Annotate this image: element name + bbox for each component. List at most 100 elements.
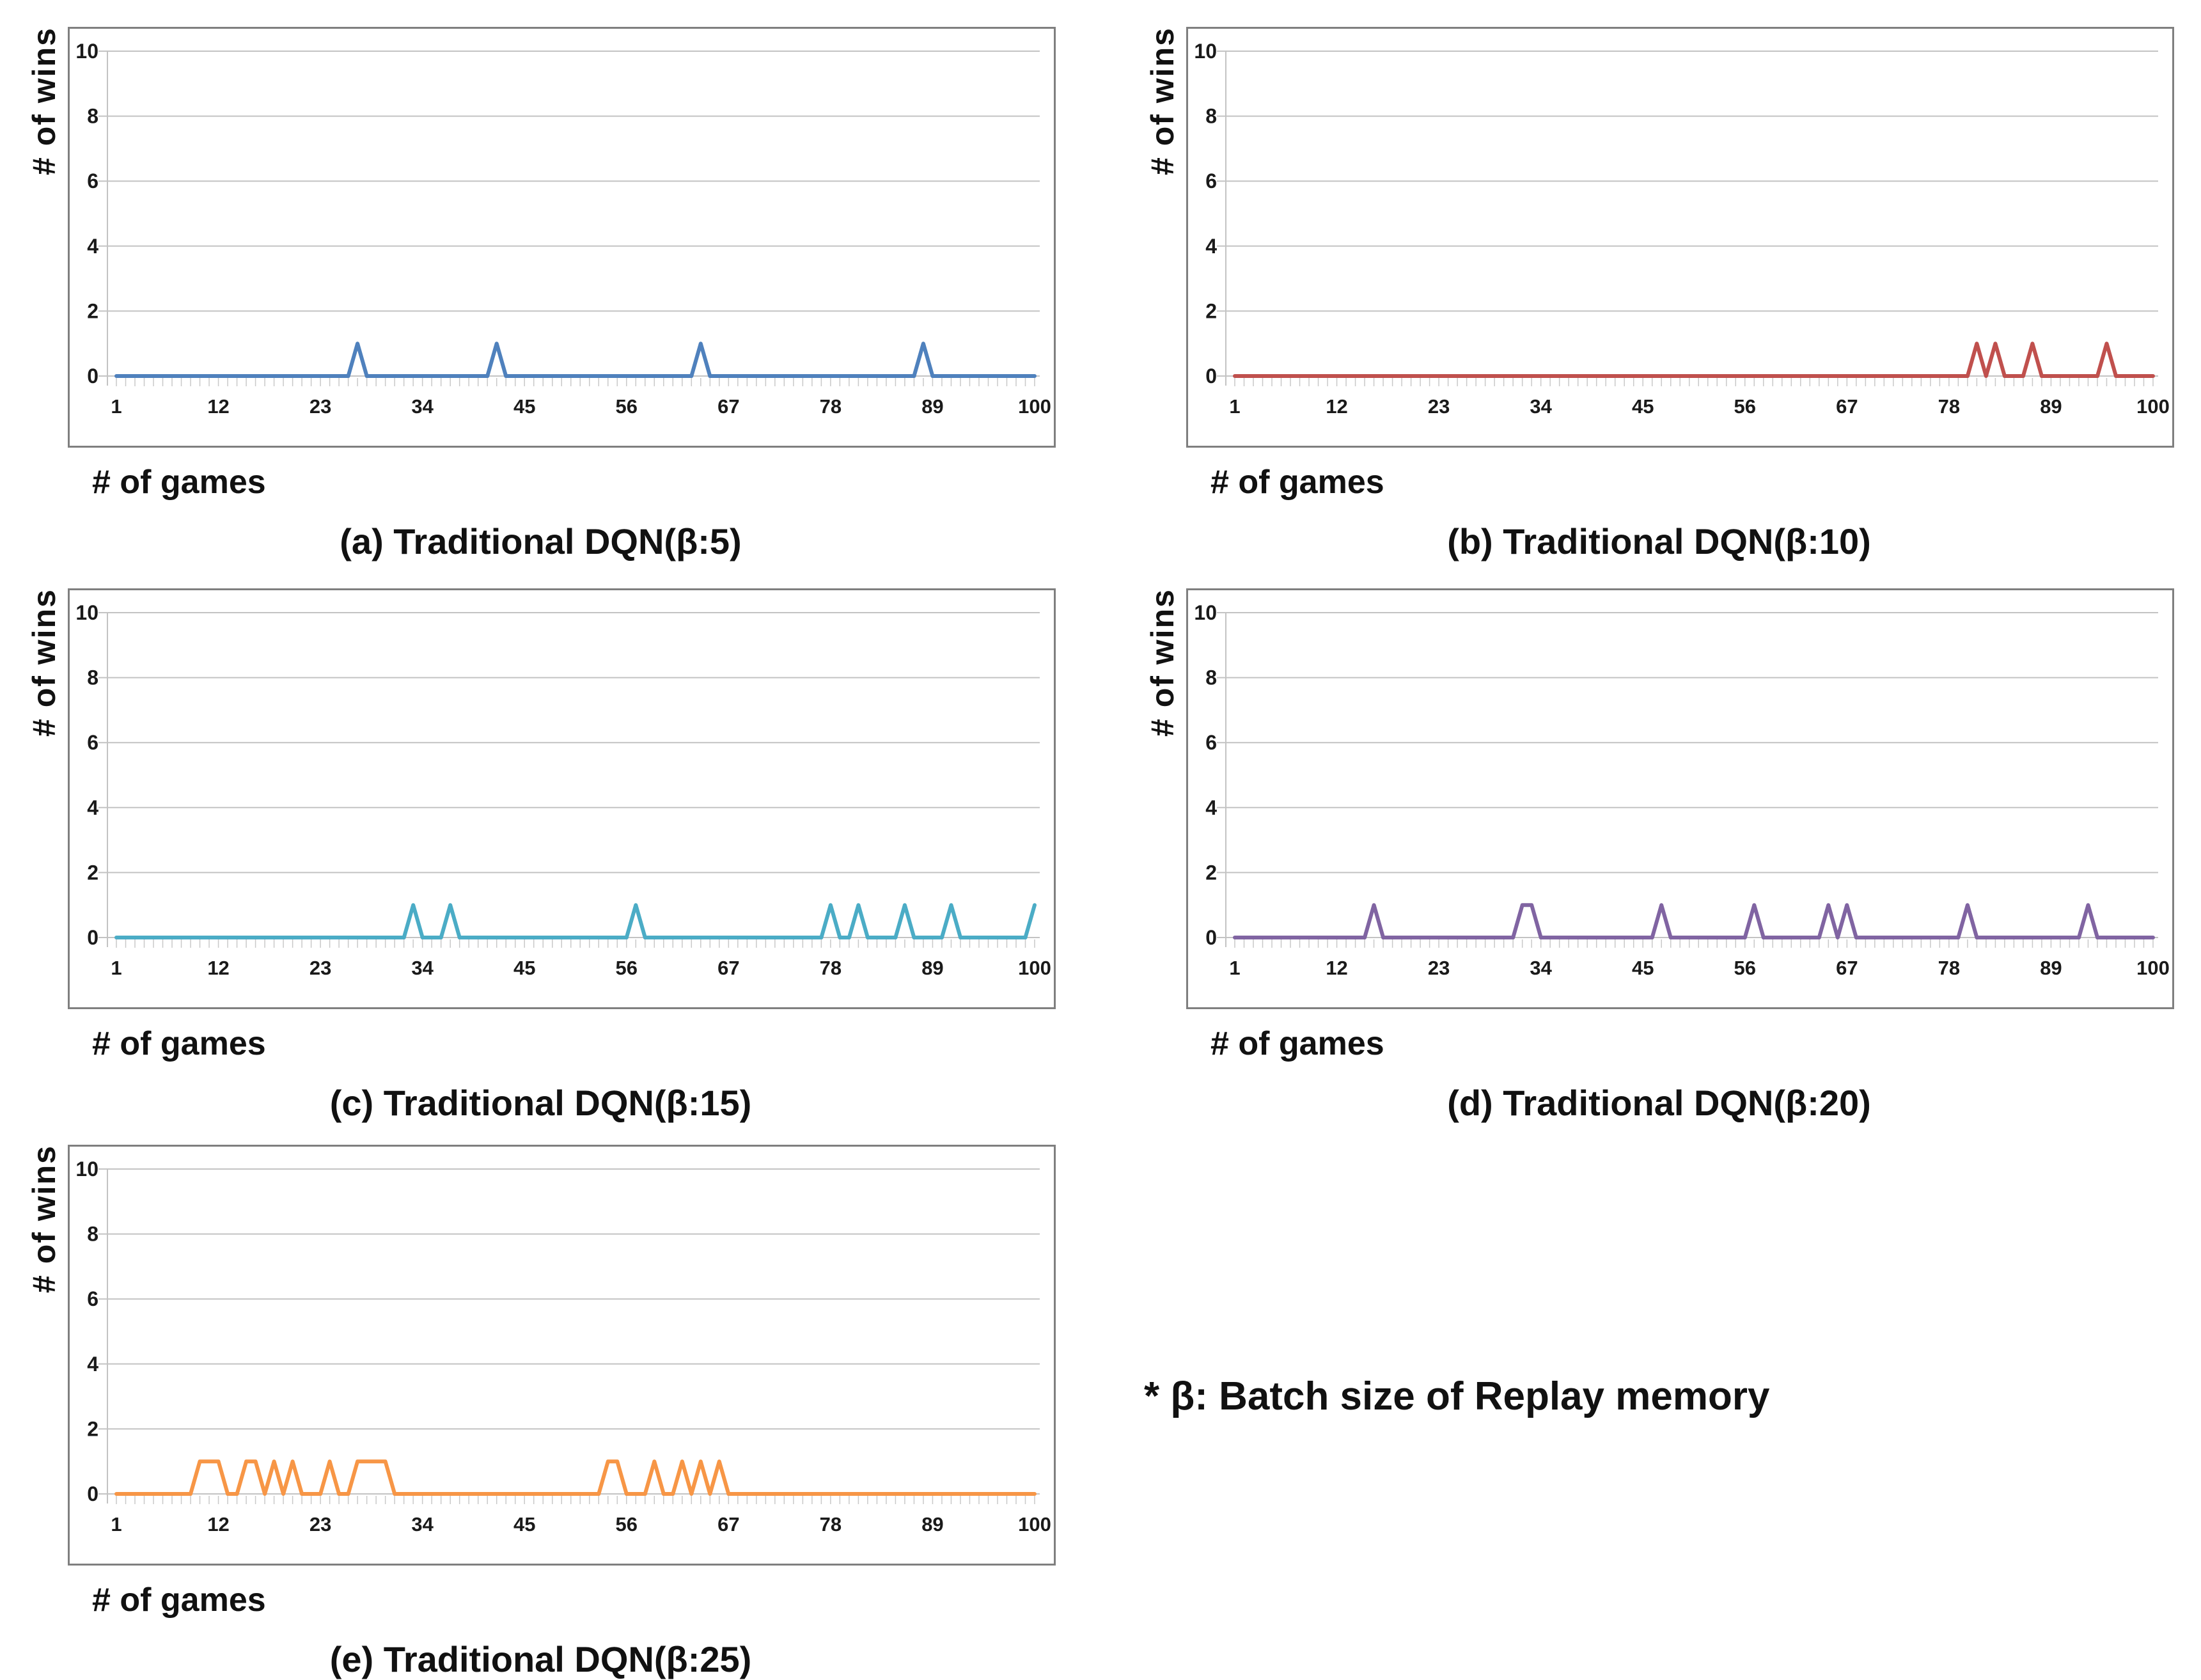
svg-text:0: 0 [87, 1482, 98, 1505]
svg-text:23: 23 [309, 957, 331, 979]
x-axis-title-c: # of games [92, 1025, 266, 1062]
svg-text:8: 8 [87, 666, 98, 689]
cell-chart-c: # of wins 0 2 4 6 8 10 1 12 23 34 45 56 67 78 89 100 # … [0, 561, 1100, 1123]
chart-caption-b: (b) Traditional DQN(β:10) [1447, 521, 1871, 561]
svg-text:67: 67 [717, 1513, 739, 1535]
chart-b: # of wins 0 2 4 6 8 10 1 12 23 34 45 56 67 78 89 100 # … [1144, 27, 2201, 562]
plot-area-d: 0 2 4 6 8 10 1 12 23 34 45 56 67 78 89 100 [1186, 588, 2174, 1009]
svg-text:12: 12 [207, 1513, 229, 1535]
svg-text:2: 2 [87, 861, 98, 884]
svg-text:56: 56 [616, 395, 638, 418]
svg-text:0: 0 [1205, 926, 1217, 949]
svg-text:4: 4 [87, 235, 98, 258]
cell-chart-a: # of wins 0 2 4 6 8 10 1 12 23 34 45 56 67 78 89 100 # … [0, 0, 1100, 561]
plot-area-b: 0 2 4 6 8 10 1 12 23 34 45 56 67 78 89 100 [1186, 27, 2174, 448]
svg-text:8: 8 [87, 105, 98, 128]
svg-text:100: 100 [1018, 395, 1051, 418]
svg-text:1: 1 [111, 395, 121, 418]
svg-text:2: 2 [1205, 299, 1217, 322]
svg-text:78: 78 [820, 1513, 842, 1535]
svg-text:23: 23 [309, 1513, 331, 1535]
svg-text:4: 4 [1205, 235, 1217, 258]
svg-text:2: 2 [87, 299, 98, 322]
svg-text:1: 1 [111, 1513, 121, 1535]
svg-text:0: 0 [1205, 365, 1217, 388]
plot-area-a: 0 2 4 6 8 10 1 12 23 34 45 56 67 78 89 100 [68, 27, 1056, 448]
svg-text:0: 0 [87, 926, 98, 949]
svg-text:78: 78 [1938, 957, 1960, 979]
x-axis-title-d: # of games [1210, 1025, 1384, 1062]
svg-text:1: 1 [1229, 395, 1240, 418]
svg-text:12: 12 [207, 395, 229, 418]
svg-text:89: 89 [2040, 957, 2062, 979]
svg-text:67: 67 [717, 957, 739, 979]
beta-note: * β: Batch size of Replay memory [1144, 1374, 1770, 1418]
svg-text:12: 12 [207, 957, 229, 979]
svg-text:0: 0 [87, 365, 98, 388]
svg-text:45: 45 [513, 957, 535, 979]
svg-text:23: 23 [309, 395, 331, 418]
y-axis-title-c: # of wins [26, 588, 62, 737]
svg-text:34: 34 [411, 395, 434, 418]
svg-text:2: 2 [87, 1417, 98, 1440]
svg-text:67: 67 [1836, 395, 1858, 418]
y-axis-title-a: # of wins [26, 27, 62, 175]
svg-text:2: 2 [1205, 861, 1217, 884]
x-axis-title-a: # of games [92, 464, 266, 501]
plot-area-c: 0 2 4 6 8 10 1 12 23 34 45 56 67 78 89 100 [68, 588, 1056, 1009]
svg-text:67: 67 [1836, 957, 1858, 979]
svg-text:8: 8 [1205, 105, 1217, 128]
svg-text:100: 100 [2136, 957, 2170, 979]
svg-text:4: 4 [87, 1353, 98, 1376]
svg-text:10: 10 [75, 40, 98, 63]
svg-text:4: 4 [1205, 796, 1217, 819]
svg-text:89: 89 [2040, 395, 2062, 418]
svg-text:1: 1 [111, 957, 121, 979]
svg-text:12: 12 [1326, 957, 1347, 979]
svg-text:100: 100 [1018, 957, 1051, 979]
chart-a: # of wins 0 2 4 6 8 10 1 12 23 34 45 56 67 78 89 100 # … [26, 27, 1100, 562]
svg-text:45: 45 [513, 395, 535, 418]
cell-chart-e: # of wins 0 2 4 6 8 10 1 12 23 34 45 56 67 78 89 100 # … [0, 1118, 1100, 1679]
svg-text:6: 6 [1205, 731, 1217, 754]
svg-text:56: 56 [616, 1513, 638, 1535]
x-axis-title-e: # of games [92, 1582, 266, 1619]
chart-caption-c: (c) Traditional DQN(β:15) [329, 1083, 752, 1123]
svg-text:78: 78 [820, 395, 842, 418]
svg-text:100: 100 [2136, 395, 2170, 418]
svg-text:8: 8 [1205, 666, 1217, 689]
svg-text:6: 6 [1205, 169, 1217, 192]
x-axis-title-b: # of games [1210, 464, 1384, 501]
plot-area-e: 0 2 4 6 8 10 1 12 23 34 45 56 67 78 89 100 [68, 1145, 1056, 1566]
svg-text:45: 45 [1632, 957, 1654, 979]
cell-chart-b: # of wins 0 2 4 6 8 10 1 12 23 34 45 56 67 78 89 100 # … [1100, 0, 2201, 561]
svg-text:10: 10 [1194, 601, 1217, 624]
chart-e: # of wins 0 2 4 6 8 10 1 12 23 34 45 56 67 78 89 100 # … [26, 1145, 1100, 1680]
svg-text:89: 89 [921, 1513, 943, 1535]
svg-text:34: 34 [1530, 957, 1552, 979]
y-axis-title-b: # of wins [1145, 27, 1180, 175]
svg-text:78: 78 [820, 957, 842, 979]
svg-text:6: 6 [87, 731, 98, 754]
svg-text:10: 10 [75, 1158, 98, 1181]
svg-text:1: 1 [1229, 957, 1240, 979]
chart-d: # of wins 0 2 4 6 8 10 1 12 23 34 45 56 67 78 89 100 # … [1144, 588, 2201, 1124]
svg-text:45: 45 [513, 1513, 535, 1535]
cell-chart-d: # of wins 0 2 4 6 8 10 1 12 23 34 45 56 67 78 89 100 # … [1100, 561, 2201, 1123]
svg-text:34: 34 [411, 957, 434, 979]
svg-text:89: 89 [921, 395, 943, 418]
svg-text:34: 34 [1530, 395, 1552, 418]
svg-text:45: 45 [1632, 395, 1654, 418]
chart-c: # of wins 0 2 4 6 8 10 1 12 23 34 45 56 67 78 89 100 # … [26, 588, 1100, 1124]
svg-text:10: 10 [1194, 40, 1217, 63]
chart-caption-e: (e) Traditional DQN(β:25) [329, 1639, 752, 1679]
chart-caption-d: (d) Traditional DQN(β:20) [1447, 1083, 1871, 1123]
svg-text:23: 23 [1428, 395, 1450, 418]
svg-text:89: 89 [921, 957, 943, 979]
svg-text:8: 8 [87, 1223, 98, 1246]
svg-text:6: 6 [87, 169, 98, 192]
svg-text:23: 23 [1428, 957, 1450, 979]
svg-text:78: 78 [1938, 395, 1960, 418]
svg-text:34: 34 [411, 1513, 434, 1535]
